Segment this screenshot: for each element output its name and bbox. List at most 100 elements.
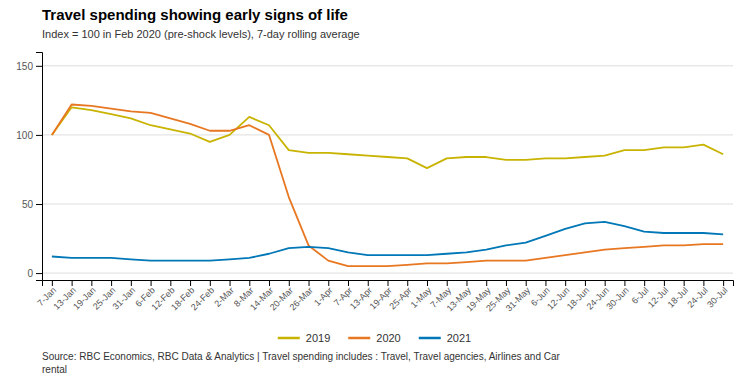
x-tick: 24-Jul (685, 280, 709, 310)
y-tick: 150 (16, 61, 42, 72)
subtitle: Index = 100 in Feb 2020 (pre-shock level… (42, 28, 360, 40)
x-tick-mark (210, 280, 211, 286)
x-axis-line (43, 281, 734, 287)
x-tick-mark (486, 280, 487, 286)
x-tick-label: 26-Mar (288, 285, 315, 312)
x-tick-mark (170, 280, 171, 286)
x-tick-mark (72, 280, 73, 286)
x-tick-label: 1-Apr (312, 285, 335, 308)
y-tick: 0 (27, 268, 42, 279)
source-note: Source: RBC Economics, RBC Data & Analyt… (42, 351, 561, 375)
x-tick-mark (151, 280, 152, 286)
y-tick-label: 0 (27, 268, 33, 279)
x-tick: 18-Jul (666, 280, 690, 310)
chart-container: Travel spending showing early signs of l… (0, 0, 749, 380)
x-tick-mark (407, 280, 408, 286)
y-tick-mark (36, 66, 42, 67)
legend-swatch (348, 337, 370, 340)
legend-label: 2020 (376, 332, 400, 344)
x-tick-mark (585, 280, 586, 286)
x-tick-label: 1-May (409, 285, 434, 310)
x-tick-mark (644, 280, 645, 286)
grid-line (42, 204, 733, 205)
x-tick: 31-Jan (111, 280, 138, 312)
legend-swatch (419, 337, 441, 340)
source-line: rental (42, 364, 67, 375)
x-tick-label: 31-May (504, 285, 533, 314)
x-tick-mark (91, 280, 92, 286)
y-axis: 0 50 100 150 (16, 53, 42, 281)
x-tick-label: 24-Jul (685, 285, 709, 309)
x-tick-mark (368, 280, 369, 286)
x-tick: 2-Mar (212, 280, 236, 309)
x-tick-mark (427, 280, 428, 286)
x-tick: 12-Jul (646, 280, 670, 310)
legend: 2019 2020 2021 (278, 332, 471, 344)
grid-line (42, 134, 733, 135)
x-tick-label: 24-Feb (189, 285, 216, 312)
y-tick-label: 100 (16, 130, 33, 141)
grid-line (42, 65, 733, 66)
x-tick: 1-Apr (312, 280, 335, 308)
title: Travel spending showing early signs of l… (42, 6, 348, 23)
x-tick-mark (447, 280, 448, 286)
grid-line (42, 273, 733, 274)
x-tick-mark (309, 280, 310, 286)
x-tick-mark (269, 280, 270, 286)
y-tick-mark (36, 204, 42, 205)
legend-item: 2019 (278, 332, 330, 344)
x-tick-mark (466, 280, 467, 286)
series-line (52, 107, 723, 168)
x-tick-mark (131, 280, 132, 286)
x-tick-mark (526, 280, 527, 286)
x-tick-mark (684, 280, 685, 286)
x-tick-mark (565, 280, 566, 286)
x-tick-mark (52, 280, 53, 286)
x-tick-mark (328, 280, 329, 286)
series-line (52, 105, 723, 267)
y-tick: 100 (16, 130, 42, 141)
chart: Travel spending showing early signs of l… (0, 0, 749, 380)
x-axis: 7-Jan13-Jan19-Jan25-Jan31-Jan6-Feb12-Feb… (35, 280, 733, 313)
x-tick-label: 30-Jul (705, 285, 729, 309)
source-line: Source: RBC Economics, RBC Data & Analyt… (42, 351, 561, 362)
x-tick-label: 31-Jan (111, 285, 138, 312)
legend-item: 2021 (419, 332, 471, 344)
y-tick-mark (36, 135, 42, 136)
x-tick-mark (605, 280, 606, 286)
x-tick-mark (230, 280, 231, 286)
x-tick-mark (289, 280, 290, 286)
x-tick-label: 2-Mar (212, 285, 236, 309)
legend-label: 2019 (306, 332, 330, 344)
x-tick-mark (723, 280, 724, 286)
x-tick: 31-May (504, 280, 533, 313)
x-tick: 30-Jun (604, 280, 631, 312)
x-tick-mark (190, 280, 191, 286)
legend-swatch (278, 337, 300, 340)
x-tick-mark (664, 280, 665, 286)
x-tick: 26-Mar (288, 280, 315, 312)
x-tick: 30-Jul (705, 280, 729, 310)
legend-item: 2020 (348, 332, 400, 344)
y-tick-label: 50 (22, 199, 34, 210)
x-tick-mark (703, 280, 704, 286)
y-axis-line (36, 53, 43, 281)
x-tick: 24-Feb (189, 280, 216, 312)
x-tick-mark (624, 280, 625, 286)
legend-label: 2021 (447, 332, 471, 344)
y-tick: 50 (22, 199, 42, 210)
x-tick-mark (506, 280, 507, 286)
y-tick-mark (36, 273, 42, 274)
x-tick-mark (249, 280, 250, 286)
x-tick: 25-Apr (387, 280, 413, 311)
x-tick-label: 12-Jul (646, 285, 670, 309)
x-tick-mark (545, 280, 546, 286)
x-tick-mark (111, 280, 112, 286)
grid (42, 66, 733, 273)
x-tick-label: 18-Jul (666, 285, 690, 309)
x-tick-label: 30-Jun (604, 285, 631, 312)
x-tick-label: 25-Apr (387, 285, 413, 311)
x-tick-mark (348, 280, 349, 286)
plot-area (52, 105, 723, 267)
series-line (52, 222, 723, 261)
